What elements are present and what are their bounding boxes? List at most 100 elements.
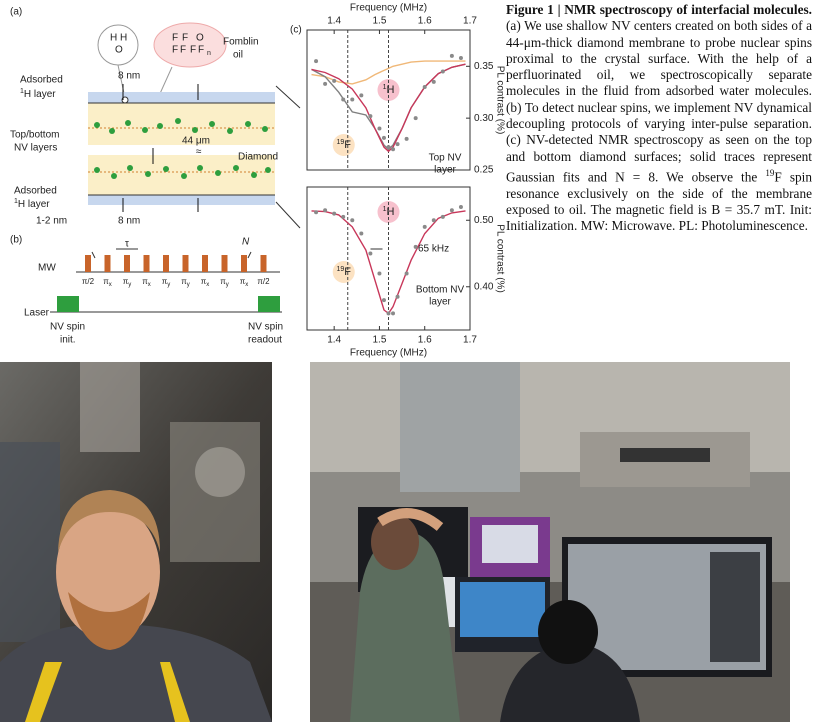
data-point [381, 298, 386, 303]
photo-lab [310, 362, 790, 722]
data-point [395, 142, 400, 147]
h-label: 1H [383, 206, 395, 218]
pulse-subscript: y [128, 282, 131, 288]
depth-label: 8 nm [118, 71, 140, 82]
oil-label: Fomblin [223, 37, 259, 48]
data-point [391, 147, 396, 152]
atom: F [182, 33, 188, 44]
data-point [377, 126, 382, 131]
data-point [323, 81, 328, 86]
data-point [368, 114, 373, 119]
glow [332, 134, 355, 156]
foil [195, 447, 245, 497]
pulse-symbol: π [123, 277, 129, 286]
data-point [440, 214, 445, 219]
pulse-label: πx [103, 277, 112, 287]
x-tick-label: 1.6 [418, 16, 432, 27]
y-axis-label: PL contrast (%) [494, 66, 505, 135]
layer-label: 1H layer [20, 88, 56, 100]
sweater [0, 623, 272, 722]
pulse-symbol: π [162, 277, 168, 286]
pulse-symbol: π/2 [257, 277, 270, 286]
pulse-symbol: π [103, 277, 109, 286]
text: H layer [24, 89, 56, 100]
atom: F [172, 33, 178, 44]
thickness-label: 44 μm [182, 136, 210, 147]
data-point [458, 56, 463, 60]
monitor-image [710, 552, 760, 662]
layer-label: Adsorbed [14, 186, 57, 197]
data-point [332, 211, 337, 216]
arm [377, 508, 444, 531]
hair [58, 490, 160, 552]
y-tick-label: 0.40 [474, 281, 494, 292]
superscript: 1 [14, 198, 18, 205]
figure: (a) H H O F F O F F F F n Fomblin oil Ad… [10, 3, 505, 359]
pulse-label: πx [240, 277, 249, 287]
superscript: 1 [383, 206, 387, 213]
data-point [359, 93, 364, 98]
mw-pulse [182, 255, 189, 272]
y-tick-label: 0.25 [474, 165, 494, 176]
pulse-train: π/2 πx πy πx πy πy πx πy πx π/2 [82, 255, 270, 288]
data-point [350, 97, 355, 102]
depth-label: 8 nm [118, 216, 140, 227]
pulse-label: πy [220, 277, 229, 287]
f-label: 19F [336, 139, 351, 151]
pulse-subscript: x [245, 282, 248, 288]
x-tick-label: 1.6 [418, 335, 432, 346]
pulse-symbol: π [181, 277, 187, 286]
data-point [413, 244, 418, 249]
data-point [449, 53, 454, 58]
caption-text: (a) We use shallow NV centers created on… [506, 18, 812, 185]
lanyard [160, 662, 190, 722]
f-label: 19F [336, 266, 351, 278]
pulse-symbol: π [240, 277, 246, 286]
data-point [368, 251, 373, 256]
laser-pulse [57, 296, 79, 312]
init-label: init. [60, 335, 76, 346]
pulse-subscript: y [226, 282, 229, 288]
nv-centers [94, 118, 271, 179]
data-point [323, 208, 328, 213]
head [371, 514, 419, 570]
link-arrow [275, 201, 301, 229]
x-axis-label: Frequency (MHz) [350, 348, 427, 359]
pulse-symbol: π [220, 277, 226, 286]
text: H [386, 84, 394, 96]
atom: F [180, 45, 186, 56]
x-tick-label: 1.4 [327, 16, 341, 27]
atom: H [120, 33, 127, 44]
channel-label: MW [38, 263, 56, 274]
pulse-label: πx [142, 277, 151, 287]
plot-frame [306, 186, 471, 331]
readout-label: readout [248, 335, 282, 346]
layer-label: layer [429, 297, 451, 308]
readout-label: NV spin [248, 322, 283, 333]
person-left [350, 532, 460, 722]
n-label: N [242, 237, 250, 248]
link-arrow [275, 85, 301, 109]
layer-label: 1H layer [14, 198, 50, 210]
panel-label: (a) [10, 7, 22, 18]
y-tick-label: 0.50 [474, 215, 494, 226]
mw-pulse [85, 255, 91, 272]
caption-text: F spin resonance exclusively on the side… [506, 169, 813, 234]
data-point [422, 85, 427, 90]
layer-label: Adsorbed [20, 75, 63, 86]
pulse-label: πy [181, 277, 190, 287]
x-tick-label: 1.4 [327, 335, 341, 346]
data-point [314, 210, 319, 215]
channel-label: Laser [24, 308, 50, 319]
pulse-subscript: y [187, 282, 190, 288]
layer-label: Top NV [429, 153, 462, 164]
pulse-symbol: π [201, 277, 207, 286]
data-point [440, 69, 445, 74]
nv-label: Top/bottom [10, 130, 59, 141]
atom: F [198, 45, 204, 56]
monitor-screen [460, 582, 545, 637]
superscript: 1 [20, 88, 24, 95]
atom: H [110, 33, 117, 44]
break-mark: ≈ [196, 147, 202, 158]
data-point [377, 271, 382, 276]
